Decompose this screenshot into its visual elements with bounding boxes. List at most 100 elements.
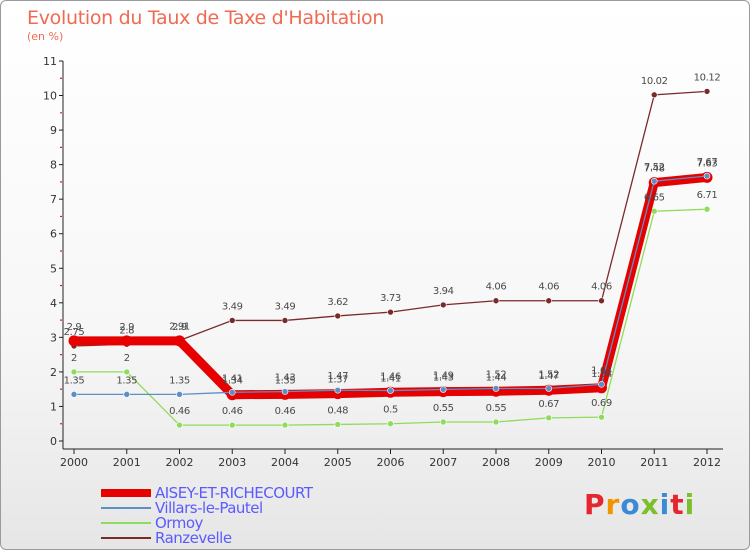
x-tick-label: 2009 (535, 456, 563, 469)
logo-letter: t (670, 488, 685, 521)
series-point-aisey-et-richecourt (174, 335, 185, 347)
series-point-ormoy (650, 207, 658, 215)
y-tick-label: 1 (50, 400, 57, 413)
data-label: 7.48 (644, 164, 665, 175)
legend-swatch-aisey-et-richecourt (101, 489, 151, 497)
y-tick-label: 8 (50, 159, 57, 172)
data-label: 1.44 (486, 372, 507, 383)
data-label: 0.46 (275, 406, 296, 417)
data-label: 0.67 (538, 399, 559, 410)
x-tick-label: 2010 (588, 456, 616, 469)
y-tick-label: 10 (43, 90, 57, 103)
data-label: 1.37 (327, 375, 348, 386)
data-label: 0.48 (327, 405, 348, 416)
series-point-villars-le-pautel (387, 387, 394, 394)
x-tick-label: 2003 (218, 456, 246, 469)
data-label: 2.9 (67, 322, 82, 333)
y-tick-label: 5 (50, 262, 57, 275)
data-label: 3.62 (327, 297, 348, 308)
series-layer (68, 88, 713, 429)
data-label: 1.35 (116, 375, 137, 386)
data-label: 1.35 (169, 375, 190, 386)
y-tick-label: 2 (50, 366, 57, 379)
data-label: 1.47 (327, 371, 348, 382)
logo-letter: i (684, 488, 696, 521)
data-label: 2.75 (64, 327, 85, 338)
y-tick-label: 0 (50, 435, 57, 448)
series-point-villars-le-pautel (650, 177, 658, 185)
logo-letter: P (584, 488, 606, 521)
series-point-villars-le-pautel (228, 388, 236, 396)
data-label: 2.8 (119, 325, 134, 336)
y-tick-label: 4 (50, 297, 57, 310)
series-point-ranzevelle (703, 88, 711, 95)
proxiti-logo: Proxiti (584, 488, 695, 521)
legend-label-aisey-et-richecourt: AISEY-ET-RICHECOURT (155, 484, 314, 502)
data-label: 2.91 (169, 321, 190, 332)
series-point-villars-le-pautel (598, 381, 605, 388)
series-point-ranzevelle (387, 308, 394, 316)
x-tick-label: 2002 (166, 456, 194, 469)
series-point-villars-le-pautel (123, 391, 131, 398)
series-point-ormoy (228, 421, 236, 429)
series-point-ranzevelle (545, 297, 553, 305)
data-label: 1.41 (222, 373, 243, 384)
series-point-ormoy (334, 421, 342, 428)
logo-letter: x (640, 488, 660, 521)
x-tick-label: 2005 (324, 456, 352, 469)
data-label: 0.55 (486, 403, 507, 414)
series-point-ormoy (70, 368, 78, 376)
data-label: 0.69 (591, 398, 612, 409)
series-point-ormoy (123, 368, 131, 376)
chart-legend: AISEY-ET-RICHECOURTVillars-le-PautelOrmo… (101, 484, 314, 547)
data-label: 3.94 (433, 286, 454, 297)
series-point-villars-le-pautel (545, 385, 553, 392)
x-tick-label: 2008 (482, 456, 510, 469)
data-label: 6.71 (697, 190, 718, 201)
data-label: 0.46 (169, 406, 190, 417)
logo-letter: i (659, 488, 671, 521)
series-point-ranzevelle (228, 317, 236, 324)
x-tick-label: 2007 (429, 456, 457, 469)
series-point-ranzevelle (598, 297, 605, 305)
logo-letter: r (605, 488, 621, 521)
data-label: 0.55 (433, 403, 454, 414)
series-point-villars-le-pautel (281, 388, 289, 395)
data-label: 1.46 (380, 372, 401, 383)
data-label: 3.49 (222, 301, 243, 312)
y-tick-label: 3 (50, 331, 57, 344)
data-label: 2.9 (172, 322, 187, 333)
y-tick-label: 11 (43, 55, 57, 68)
data-label: 4.06 (538, 282, 559, 293)
data-label: 6.65 (644, 192, 665, 203)
series-point-ormoy (598, 413, 605, 421)
series-line-ranzevelle (73, 90, 708, 347)
data-label: 1.34 (222, 376, 243, 387)
data-label: 1.41 (380, 373, 401, 384)
series-point-ormoy (439, 418, 447, 426)
series-point-villars-le-pautel (176, 391, 183, 398)
data-label: 3.49 (275, 301, 296, 312)
data-label: 1.47 (538, 371, 559, 382)
data-label: 0.46 (222, 406, 243, 417)
series-point-ranzevelle (492, 297, 500, 305)
data-label: 1.52 (538, 369, 559, 380)
data-label: 1.64 (591, 365, 612, 376)
data-label: 10.02 (641, 76, 668, 87)
series-point-ormoy (387, 420, 394, 428)
data-label: 7.67 (697, 157, 718, 168)
chart-title: Evolution du Taux de Taxe d'Habitation (27, 7, 385, 29)
data-label: 4.06 (591, 282, 612, 293)
series-point-ormoy (545, 414, 553, 422)
x-tick-label: 2000 (60, 456, 88, 469)
y-tick-label: 7 (50, 193, 57, 206)
y-tick-label: 9 (50, 124, 57, 137)
series-point-villars-le-pautel (70, 391, 78, 398)
data-label: 1.49 (433, 371, 454, 382)
series-point-ormoy (492, 418, 500, 426)
data-label: 3.73 (380, 293, 401, 304)
data-label: 2.9 (119, 322, 134, 333)
data-label: 1.35 (64, 375, 85, 386)
